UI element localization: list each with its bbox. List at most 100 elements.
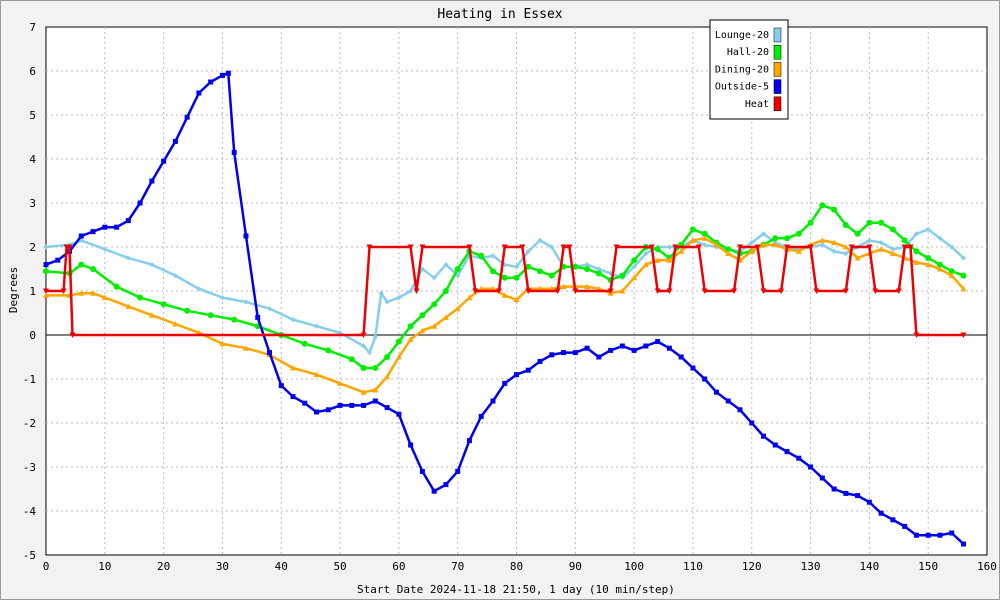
data-point <box>960 541 966 547</box>
data-point <box>701 230 708 237</box>
data-point <box>454 305 461 312</box>
data-point <box>960 332 967 338</box>
data-point <box>761 433 767 439</box>
data-point <box>890 517 896 523</box>
data-point <box>807 244 814 250</box>
data-point <box>855 493 861 499</box>
data-point <box>690 365 696 371</box>
data-point <box>360 365 367 371</box>
data-point <box>43 268 49 275</box>
data-point <box>395 338 402 345</box>
data-point <box>713 241 720 248</box>
data-point <box>396 411 402 417</box>
data-point <box>55 257 61 263</box>
data-point <box>184 114 190 120</box>
y-tick-label: 5 <box>29 109 36 122</box>
data-point <box>372 387 379 393</box>
data-point <box>225 70 231 76</box>
data-point <box>784 449 790 455</box>
data-point <box>231 316 238 323</box>
data-point <box>161 158 167 164</box>
data-point <box>513 264 520 270</box>
data-point <box>137 294 144 301</box>
data-point <box>842 288 849 294</box>
data-point <box>313 323 320 329</box>
data-point <box>960 255 967 261</box>
data-point <box>831 486 837 492</box>
data-point <box>878 219 885 226</box>
data-point <box>502 262 508 268</box>
data-point <box>666 288 673 294</box>
x-axis-label: Start Date 2024-11-18 21:50, 1 day (10 m… <box>357 583 675 596</box>
data-point <box>372 334 378 340</box>
legend-label: Dining-20 <box>715 64 769 75</box>
data-point <box>831 206 838 213</box>
data-point <box>843 490 849 496</box>
data-point <box>114 224 120 230</box>
data-point <box>901 237 908 244</box>
legend-swatch <box>773 27 782 43</box>
data-point <box>149 262 155 268</box>
data-point <box>348 356 355 363</box>
data-point <box>643 251 649 257</box>
data-point <box>478 413 484 419</box>
data-point <box>672 244 679 250</box>
data-point <box>325 407 331 413</box>
data-point <box>948 268 955 275</box>
legend-swatch <box>773 62 782 77</box>
data-point <box>608 270 614 276</box>
data-point <box>760 231 767 237</box>
data-point <box>549 244 555 250</box>
data-point <box>489 268 496 275</box>
data-point <box>819 475 825 481</box>
data-point <box>701 288 708 294</box>
x-tick-label: 110 <box>683 560 703 573</box>
data-point <box>102 246 108 252</box>
data-point <box>584 262 590 268</box>
data-point <box>901 244 908 250</box>
data-point <box>866 219 873 226</box>
data-point <box>854 230 861 237</box>
data-point <box>366 350 373 356</box>
data-point <box>78 261 85 268</box>
data-point <box>501 244 508 250</box>
data-point <box>431 301 438 308</box>
data-point <box>889 226 896 233</box>
data-point <box>519 244 526 250</box>
data-point <box>549 352 555 358</box>
data-point <box>101 294 108 301</box>
data-point <box>695 244 702 250</box>
x-tick-label: 40 <box>275 560 288 573</box>
data-point <box>913 332 920 338</box>
legend: Lounge-20 Hall-20 Dining-20 Outside-5 Heat <box>709 19 789 120</box>
y-tick-label: 1 <box>29 285 36 298</box>
data-point <box>69 332 76 338</box>
data-point <box>631 274 638 281</box>
data-point <box>654 246 661 253</box>
data-point <box>349 402 355 408</box>
data-point <box>43 262 49 268</box>
data-point <box>889 250 896 257</box>
data-point <box>472 288 479 294</box>
data-point <box>360 389 367 395</box>
data-point <box>219 295 226 301</box>
data-point <box>372 398 378 404</box>
data-point <box>455 468 461 474</box>
data-point <box>90 266 97 272</box>
data-point <box>678 354 684 360</box>
data-point <box>948 272 955 279</box>
data-point <box>584 283 591 290</box>
data-point <box>925 532 931 538</box>
series-heat <box>43 244 967 338</box>
legend-label: Hall-20 <box>727 47 769 58</box>
data-point <box>913 248 920 255</box>
data-point <box>913 532 919 538</box>
data-point <box>455 273 461 279</box>
data-point <box>736 244 743 250</box>
y-tick-label: 4 <box>29 153 36 166</box>
data-point <box>537 237 543 243</box>
data-point <box>913 259 920 265</box>
data-point <box>478 252 485 259</box>
data-point <box>43 288 49 294</box>
data-point <box>831 239 838 246</box>
